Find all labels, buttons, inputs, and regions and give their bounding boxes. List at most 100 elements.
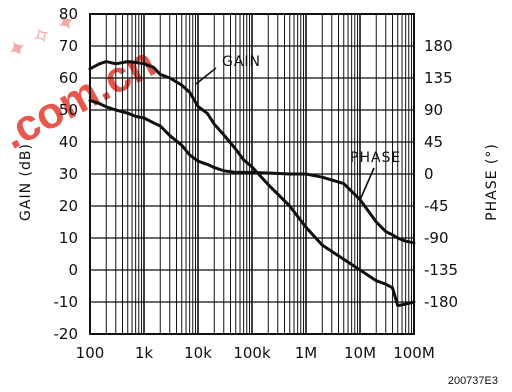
y-tick-labels-right: 180 135 90 45 0 -45 -90 -135 -180 (424, 37, 458, 311)
y-tick-label-left: -10 (54, 293, 79, 311)
phase-data-point (342, 258, 345, 261)
gain-data-point (169, 134, 171, 137)
gain-data-point (385, 230, 387, 233)
phase-data-point (267, 183, 270, 186)
phase-data-point (404, 303, 407, 305)
y-axis-title-left: GAIN (dB) (18, 143, 34, 221)
gain-data-point (267, 172, 270, 174)
gain-data-point (152, 122, 155, 124)
x-tick-label: 10M (344, 344, 376, 362)
phase-annotation-label: PHASE (350, 150, 401, 166)
phase-data-point (223, 134, 225, 136)
gain-annotation-leader (195, 67, 217, 85)
phase-data-point (126, 60, 129, 63)
y-tick-label-right: 135 (424, 69, 453, 87)
gain-data-point (223, 170, 225, 172)
phase-data-point (143, 63, 145, 65)
gain-data-point (234, 171, 237, 174)
phase-data-point (234, 148, 237, 150)
phase-data-point (180, 84, 183, 86)
phase-data-point (385, 283, 387, 286)
x-tick-labels: 100 1k 10k 100k 1M 10M 100M (76, 344, 435, 362)
gain-data-point (305, 173, 307, 175)
phase-data-point (115, 63, 117, 65)
gain-data-point (206, 163, 209, 166)
plot-frame (89, 13, 415, 335)
x-tick-label: 100k (233, 344, 271, 362)
gain-data-point (115, 109, 117, 111)
phase-annotation-leader (359, 167, 375, 201)
gain-annotation-label: GAIN (222, 54, 261, 70)
phase-data-point (396, 304, 399, 307)
y-tick-label-left: 50 (59, 101, 78, 119)
series-lines (88, 60, 416, 308)
gain-data-point (134, 115, 137, 118)
y-tick-label-left: 10 (59, 229, 78, 247)
y-axis-title-right: PHASE (°) (484, 143, 500, 221)
y-tick-label-left: -20 (54, 325, 79, 343)
x-tick-label: 1M (295, 344, 318, 362)
phase-data-point (375, 279, 378, 282)
phase-data-point (134, 61, 137, 64)
phase-data-point (105, 60, 108, 63)
phase-data-point (321, 244, 324, 246)
phase-data-point (288, 205, 291, 207)
x-tick-label: 100M (393, 344, 435, 362)
y-tick-label-right: 45 (424, 133, 443, 151)
phase-data-point (98, 63, 101, 65)
phase-data-point (188, 91, 191, 93)
y-tick-label-right: -135 (424, 261, 458, 279)
y-tick-label-right: -45 (424, 197, 449, 215)
y-tick-label-right: 180 (424, 37, 453, 55)
phase-data-point (206, 112, 209, 115)
figure-id: 200737E3 (448, 375, 498, 387)
phase-data-point (89, 68, 91, 70)
y-tick-label-left: 20 (59, 197, 78, 215)
gain-data-point (391, 234, 394, 236)
gain-data-point (251, 171, 253, 174)
y-tick-label-left: 60 (59, 69, 78, 87)
y-tick-label-left: 80 (59, 5, 78, 23)
phase-data-point (242, 159, 245, 161)
annotations: GAIN PHASE (195, 54, 401, 201)
gain-data-point (213, 166, 216, 169)
phase-data-point (213, 123, 216, 125)
gain-data-point (105, 106, 108, 108)
gain-series-line (88, 98, 416, 245)
phase-data-point (413, 301, 415, 303)
phase-data-point (152, 66, 155, 69)
phase-data-point (169, 77, 171, 79)
y-tick-label-left: 30 (59, 165, 78, 183)
gain-data-point (404, 240, 407, 242)
phase-data-point (305, 226, 307, 229)
gain-data-point (159, 125, 162, 127)
gain-data-point (396, 237, 399, 239)
gain-data-point (197, 160, 199, 162)
y-tick-label-right: 0 (424, 165, 434, 183)
gain-data-point (342, 182, 345, 185)
phase-data-point (251, 166, 253, 168)
y-tick-label-left: 40 (59, 133, 78, 151)
gain-data-point (126, 112, 129, 114)
phase-data-point (391, 287, 394, 289)
y-tick-label-left: 70 (59, 37, 78, 55)
y-tick-label-right: 90 (424, 101, 443, 119)
y-tick-label-left: 0 (68, 261, 78, 279)
x-tick-label: 10k (184, 344, 212, 362)
gain-data-point (180, 144, 183, 146)
y-tick-labels-left: 80 70 60 50 40 30 20 10 0 -10 -20 (54, 5, 79, 343)
y-tick-label-right: -180 (424, 293, 458, 311)
x-tick-label: 100 (76, 344, 105, 362)
x-tick-label: 1k (135, 344, 154, 362)
gain-data-point (375, 221, 378, 223)
gain-data-point (288, 173, 291, 175)
phase-data-point (159, 73, 162, 76)
gain-data-point (89, 99, 91, 102)
gain-data-point (98, 102, 101, 105)
y-tick-label-right: -90 (424, 229, 449, 247)
phase-data-point (359, 269, 361, 271)
gain-data-point (413, 242, 415, 244)
gain-data-point (321, 176, 324, 178)
gain-data-point (143, 117, 145, 119)
